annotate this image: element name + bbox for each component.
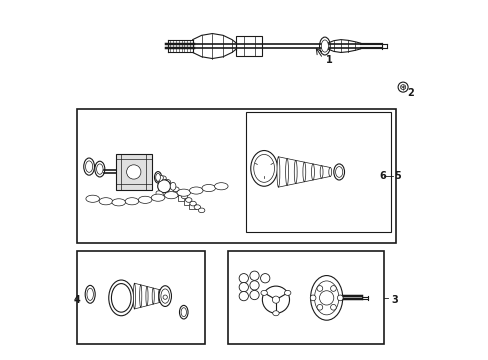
- Ellipse shape: [99, 198, 112, 205]
- Circle shape: [157, 180, 170, 193]
- Ellipse shape: [198, 208, 204, 213]
- Circle shape: [400, 85, 405, 90]
- Ellipse shape: [311, 164, 314, 180]
- Ellipse shape: [156, 175, 163, 182]
- Ellipse shape: [86, 195, 99, 202]
- Circle shape: [249, 291, 259, 300]
- Ellipse shape: [168, 183, 175, 188]
- Bar: [189, 203, 196, 209]
- Bar: [77, 109, 395, 243]
- Ellipse shape: [160, 176, 166, 180]
- Bar: [228, 251, 383, 344]
- Text: 6: 6: [378, 171, 385, 181]
- Ellipse shape: [145, 287, 148, 306]
- Ellipse shape: [189, 187, 203, 194]
- Ellipse shape: [159, 286, 171, 306]
- Ellipse shape: [172, 187, 179, 192]
- Circle shape: [397, 82, 407, 92]
- Ellipse shape: [185, 198, 192, 202]
- Ellipse shape: [177, 190, 183, 195]
- Ellipse shape: [154, 172, 162, 183]
- Ellipse shape: [181, 194, 187, 199]
- Text: 4: 4: [74, 295, 81, 305]
- Ellipse shape: [181, 308, 186, 317]
- Ellipse shape: [97, 164, 103, 174]
- Ellipse shape: [83, 158, 94, 175]
- Ellipse shape: [320, 166, 323, 178]
- Ellipse shape: [319, 37, 329, 55]
- Ellipse shape: [125, 198, 139, 205]
- Ellipse shape: [108, 280, 134, 316]
- Circle shape: [239, 292, 248, 301]
- Circle shape: [163, 295, 167, 299]
- Ellipse shape: [85, 161, 93, 172]
- Ellipse shape: [250, 150, 277, 186]
- Ellipse shape: [164, 180, 170, 184]
- Circle shape: [330, 305, 336, 310]
- Circle shape: [260, 274, 269, 283]
- Circle shape: [249, 281, 259, 290]
- Ellipse shape: [170, 182, 176, 190]
- Text: 1: 1: [325, 55, 332, 65]
- Circle shape: [309, 295, 315, 301]
- Circle shape: [272, 296, 279, 303]
- Ellipse shape: [140, 285, 142, 307]
- Ellipse shape: [138, 196, 152, 203]
- Ellipse shape: [194, 205, 200, 210]
- Bar: [173, 190, 180, 196]
- Circle shape: [316, 285, 322, 291]
- Ellipse shape: [328, 167, 331, 176]
- Ellipse shape: [179, 305, 188, 319]
- Circle shape: [330, 285, 336, 291]
- Ellipse shape: [189, 201, 196, 206]
- Ellipse shape: [177, 189, 190, 196]
- Ellipse shape: [87, 288, 93, 300]
- Ellipse shape: [151, 194, 164, 201]
- Bar: [167, 186, 175, 192]
- Ellipse shape: [321, 40, 328, 52]
- Ellipse shape: [95, 161, 104, 177]
- Ellipse shape: [156, 191, 163, 197]
- Circle shape: [239, 283, 248, 292]
- Circle shape: [249, 271, 259, 280]
- Bar: [183, 199, 190, 205]
- Ellipse shape: [314, 281, 338, 315]
- Ellipse shape: [112, 199, 125, 206]
- Circle shape: [126, 165, 141, 179]
- Ellipse shape: [111, 284, 131, 312]
- Ellipse shape: [294, 160, 297, 184]
- Text: 3: 3: [390, 295, 397, 305]
- Ellipse shape: [158, 290, 160, 302]
- Ellipse shape: [202, 184, 215, 192]
- Ellipse shape: [310, 275, 342, 320]
- Bar: [77, 251, 205, 344]
- Bar: [178, 195, 185, 201]
- Ellipse shape: [284, 291, 290, 296]
- Ellipse shape: [152, 288, 154, 304]
- Text: 5: 5: [393, 171, 400, 181]
- Bar: [235, 36, 262, 56]
- Ellipse shape: [285, 158, 288, 185]
- Ellipse shape: [302, 162, 305, 182]
- Ellipse shape: [161, 289, 169, 303]
- Circle shape: [319, 291, 333, 305]
- Ellipse shape: [253, 154, 274, 182]
- Ellipse shape: [261, 291, 267, 296]
- Ellipse shape: [272, 311, 279, 316]
- Circle shape: [262, 286, 289, 313]
- Ellipse shape: [276, 157, 279, 187]
- Ellipse shape: [335, 167, 342, 177]
- Bar: [246, 112, 390, 232]
- Ellipse shape: [214, 183, 227, 190]
- Ellipse shape: [155, 174, 160, 181]
- Circle shape: [316, 305, 322, 310]
- Circle shape: [337, 295, 343, 301]
- Ellipse shape: [85, 285, 95, 303]
- Ellipse shape: [333, 164, 344, 180]
- Text: 2: 2: [407, 88, 413, 98]
- Ellipse shape: [164, 192, 178, 199]
- Ellipse shape: [133, 283, 135, 309]
- Circle shape: [239, 274, 248, 283]
- Bar: [116, 154, 151, 190]
